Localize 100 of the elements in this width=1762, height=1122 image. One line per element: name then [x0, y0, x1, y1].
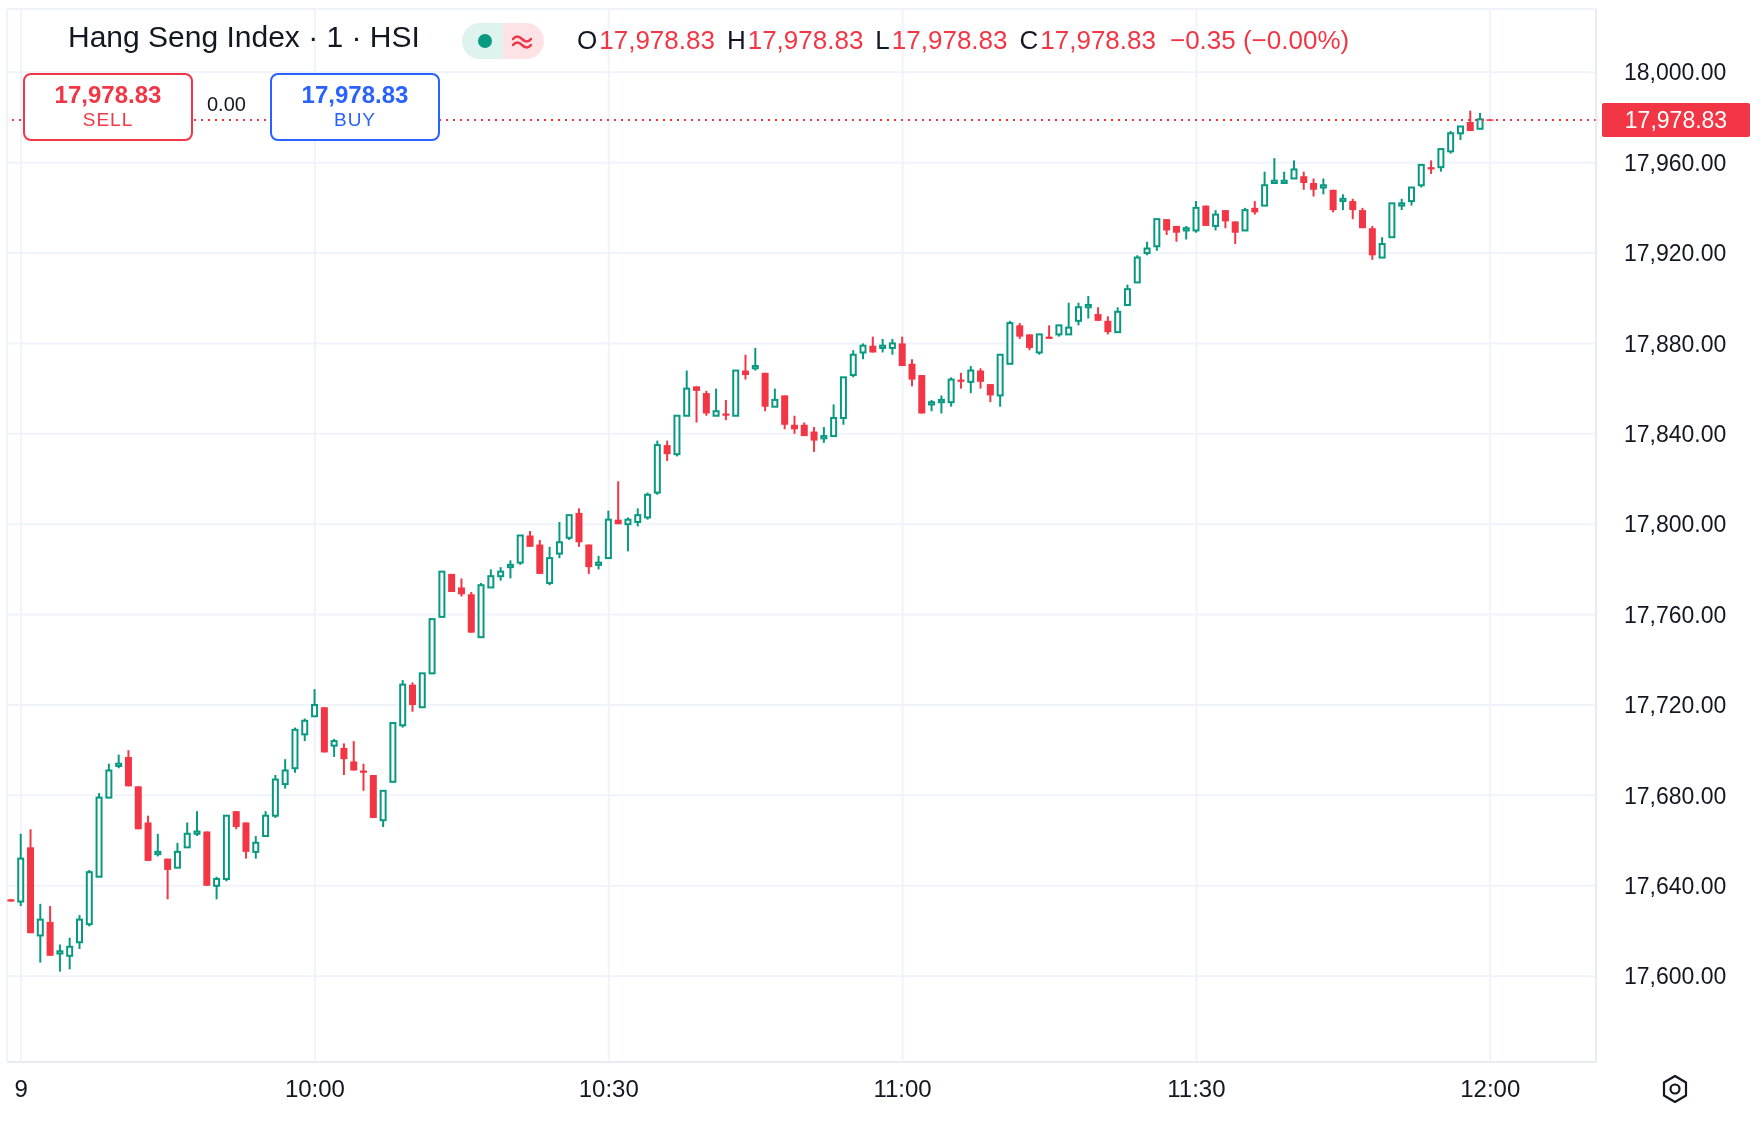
- y-tick-label: 17,880.00: [1624, 330, 1727, 357]
- candlestick: [1349, 197, 1357, 221]
- candlestick: [1212, 209, 1220, 232]
- annotation: 17,978.83: [747, 25, 864, 56]
- candlestick: [164, 857, 172, 901]
- candlestick: [252, 835, 260, 860]
- candlestick: [232, 810, 240, 831]
- candlestick: [262, 810, 270, 838]
- candlestick: [1104, 315, 1112, 336]
- candlestick: [56, 943, 64, 973]
- x-tick-label: 11:00: [873, 1075, 932, 1103]
- x-tick-label: 9: [14, 1075, 28, 1103]
- y-tick-label: 17,840.00: [1624, 420, 1727, 447]
- candlestick: [1192, 200, 1200, 234]
- annotation: BUY: [332, 109, 378, 131]
- candlestick: [1114, 306, 1122, 334]
- candlestick: [409, 681, 417, 713]
- candlestick: [1447, 130, 1455, 155]
- annotation: C: [1019, 25, 1039, 56]
- y-tick-label: 17,680.00: [1624, 782, 1727, 809]
- candlestick: [173, 841, 181, 869]
- candlestick: [810, 426, 818, 453]
- candlestick: [947, 376, 955, 408]
- candlestick: [908, 358, 916, 388]
- ref-line-label: 17,978.83: [1624, 107, 1728, 134]
- y-tick-label: 17,600.00: [1624, 963, 1727, 990]
- annotation: L: [875, 25, 890, 56]
- candlestick: [634, 507, 642, 528]
- candlestick: [693, 385, 701, 424]
- candlestick: [967, 365, 975, 395]
- candlestick: [722, 398, 730, 422]
- y-tick-label: 17,640.00: [1624, 872, 1727, 899]
- candlestick: [1065, 301, 1073, 336]
- annotation: SELL: [81, 109, 135, 131]
- candlestick: [1123, 283, 1131, 307]
- candlestick: [585, 543, 593, 575]
- candlestick: [1084, 294, 1092, 320]
- x-tick-label: 10:30: [578, 1075, 639, 1103]
- y-tick-label: 17,760.00: [1624, 601, 1727, 628]
- candlestick: [771, 387, 779, 408]
- x-tick-label: 11:30: [1167, 1075, 1226, 1103]
- y-tick-label: 17,920.00: [1624, 240, 1727, 267]
- candlestick: [1290, 159, 1298, 180]
- candlestick: [1231, 220, 1239, 245]
- candlestick: [1408, 186, 1416, 207]
- candlestick: [301, 717, 309, 743]
- candlestick: [849, 349, 857, 379]
- annotation: H: [726, 25, 746, 56]
- candlestick: [986, 383, 994, 404]
- candlestick: [487, 568, 495, 589]
- annotation: O: [577, 25, 598, 56]
- chart-title: Hang Seng Index · 1 · HSI: [68, 20, 420, 54]
- candlestick: [1270, 157, 1278, 184]
- candlestick: [1300, 170, 1308, 191]
- candlestick: [213, 875, 221, 901]
- candlestick: [183, 821, 191, 849]
- candlestick: [702, 389, 710, 417]
- candlestick: [1241, 206, 1249, 232]
- candlestick: [154, 832, 162, 858]
- annotation: 17,978.83: [1040, 25, 1156, 56]
- candlestick: [330, 737, 338, 758]
- candlestick: [751, 346, 759, 372]
- candlestick: [66, 936, 74, 971]
- candlestick: [1437, 148, 1445, 173]
- candlestick: [193, 810, 201, 838]
- candlestick: [1261, 170, 1269, 207]
- annotation: −0.35 (−0.00%): [1169, 25, 1350, 56]
- x-tick-label: 10:00: [284, 1075, 345, 1103]
- candlestick: [712, 387, 720, 417]
- candlestick: [36, 902, 44, 964]
- candlestick: [898, 335, 906, 368]
- candlestick: [644, 491, 652, 521]
- candlestick: [1074, 301, 1082, 327]
- candlestick: [506, 559, 514, 580]
- y-tick-label: 17,800.00: [1624, 511, 1727, 538]
- candlestick: [311, 688, 319, 718]
- candlestick: [1310, 177, 1318, 198]
- candlestick: [281, 758, 289, 790]
- candlestick: [1417, 163, 1425, 189]
- x-tick-label: 12:00: [1460, 1075, 1521, 1103]
- annotation: 0.00: [207, 93, 246, 116]
- y-tick-label: 17,960.00: [1624, 149, 1727, 176]
- candlestick: [663, 439, 671, 462]
- candlestick: [340, 742, 348, 777]
- candlestick: [1378, 236, 1386, 259]
- candlestick: [75, 914, 83, 951]
- annotation: 17,978.83: [53, 81, 163, 109]
- annotation: 17,978.83: [300, 81, 410, 109]
- candlestick: [624, 516, 632, 553]
- candlestick: [565, 514, 573, 542]
- y-tick-label: 18,000.00: [1624, 59, 1727, 86]
- candlestick: [457, 577, 465, 598]
- candlestick: [1221, 209, 1229, 230]
- candlestick: [937, 394, 945, 415]
- candlestick: [350, 740, 358, 772]
- annotation: 17,978.83: [599, 25, 715, 56]
- candlestick: [830, 403, 838, 438]
- annotation: 17,978.83: [891, 25, 1008, 56]
- candlestick: [977, 367, 985, 390]
- candlestick: [1035, 333, 1043, 356]
